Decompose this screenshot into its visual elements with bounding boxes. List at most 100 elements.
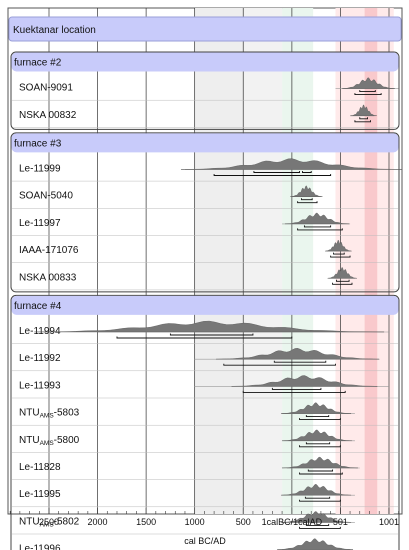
highlight-band [194,8,244,514]
probability-distribution [34,320,385,333]
probability-distribution [327,267,358,279]
probability-distribution [180,158,403,170]
range-68-bracket [273,360,327,363]
sample-id-subscript: AMS [40,521,55,528]
vertical-gridlines [12,8,398,535]
range-68-bracket [359,117,368,120]
sample-id-suffix: -5800 [54,435,80,446]
sample-label: IAAA-171076 [19,245,79,256]
range-68-bracket [307,469,334,472]
range-95-bracket [297,228,343,231]
range-68-bracket [304,496,331,499]
sample-id: NSKA 00833 [19,272,77,283]
probability-distribution [342,77,395,89]
sample-label: NSKA 00832 [19,110,77,121]
sample-id: Le-11828 [19,462,61,473]
sample-id-subscript: AMS [40,440,55,447]
range-95-bracket [299,526,341,529]
probability-distribution [290,185,323,197]
group-frame [10,294,400,550]
sample-label: Le-11999 [19,164,61,175]
sample-label: NTUAMS-5802 [19,516,80,528]
range-95-bracket [297,201,318,204]
range-68-bracket [305,415,330,418]
group-header [11,133,399,153]
group-frame [10,132,400,293]
sample-id: SOAN-5040 [19,191,73,202]
range-68-bracket [302,171,312,173]
sample-label: Le-11994 [19,326,61,337]
location-label: Kuektanar location [13,25,96,36]
range-68-bracket [359,90,376,93]
range-95-bracket [299,472,343,475]
range-95-bracket [330,255,351,258]
sample-id-suffix: -5802 [54,516,80,527]
probability-distribution [280,402,352,414]
sample-id: Le-11993 [19,380,61,391]
tick-label: 2500 [39,517,59,527]
x-axis: 2500 2000 1500 1000 500 1calBC/1calAD 501 1001 c… [9,508,399,546]
tick-label: 1500 [136,517,156,527]
range-68-bracket [253,171,301,173]
sample-id-subscript: AMS [40,413,55,420]
probability-distribution [350,104,377,116]
range-68-bracket [305,523,330,526]
range-68-bracket [333,252,345,255]
sample-id: IAAA-171076 [19,245,79,256]
highlight-band [243,8,283,514]
probability-distribution [277,538,354,550]
range-95-bracket [354,93,382,96]
sample-id: SOAN-9091 [19,83,73,94]
range-95-bracket [242,390,346,393]
range-68-bracket [305,442,331,445]
probability-distribution [281,429,353,441]
group-label: furnace #3 [14,138,62,149]
sample-id: Le-11992 [19,353,61,364]
sample-label: NTUAMS-5800 [19,435,80,447]
sample-label: NSKA 00833 [19,272,77,283]
tick-label: 501 [333,517,348,527]
range-68-bracket [301,198,313,201]
range-95-bracket [299,499,341,502]
sample-id: Le-11999 [19,164,61,175]
range-68-bracket [271,387,322,390]
probability-distribution [215,348,380,360]
range-95-bracket [116,336,293,339]
probability-distribution [284,212,350,225]
range-95-bracket [223,363,336,366]
sample-label: Le-11828 [19,462,61,473]
probability-distribution [325,239,352,252]
sample-label: Le-11995 [19,489,61,500]
group-label: furnace #4 [14,301,62,312]
group-frames: Kuektanar location furnace #2 furnace #3 fu… [8,16,402,550]
tick-label: 1calBC/1calAD [262,517,323,527]
location-header [8,16,402,42]
range-95-bracket [354,120,371,123]
tick-label: 1000 [185,517,205,527]
sample-id: Le-11994 [19,326,61,337]
sample-label: Le-11993 [19,380,61,391]
group-label: furnace #2 [14,58,62,69]
sample-id: NSKA 00832 [19,110,77,121]
probability-distribution [281,456,359,469]
sample-label: NTUAMS-5803 [19,408,80,420]
group-frame [10,51,400,130]
sample-id: NTU [19,435,40,446]
sample-label: Le-11996 [19,544,61,550]
tick-label: 1001 [379,517,399,527]
range-95-bracket [299,418,341,421]
sample-id-suffix: -5803 [54,408,80,419]
range-68-bracket [169,333,254,336]
range-68-bracket [303,225,332,228]
probability-distribution [280,511,352,523]
range-95-bracket [299,445,341,448]
sample-id: Le-11997 [19,218,61,229]
sample-label: Le-11992 [19,353,61,364]
tick-label: 2000 [88,517,108,527]
range-95-bracket [332,282,353,285]
sample-label: Le-11997 [19,218,61,229]
probability-distribution [280,484,352,496]
sample-id: NTU [19,516,40,527]
sample-label: SOAN-5040 [19,191,73,202]
